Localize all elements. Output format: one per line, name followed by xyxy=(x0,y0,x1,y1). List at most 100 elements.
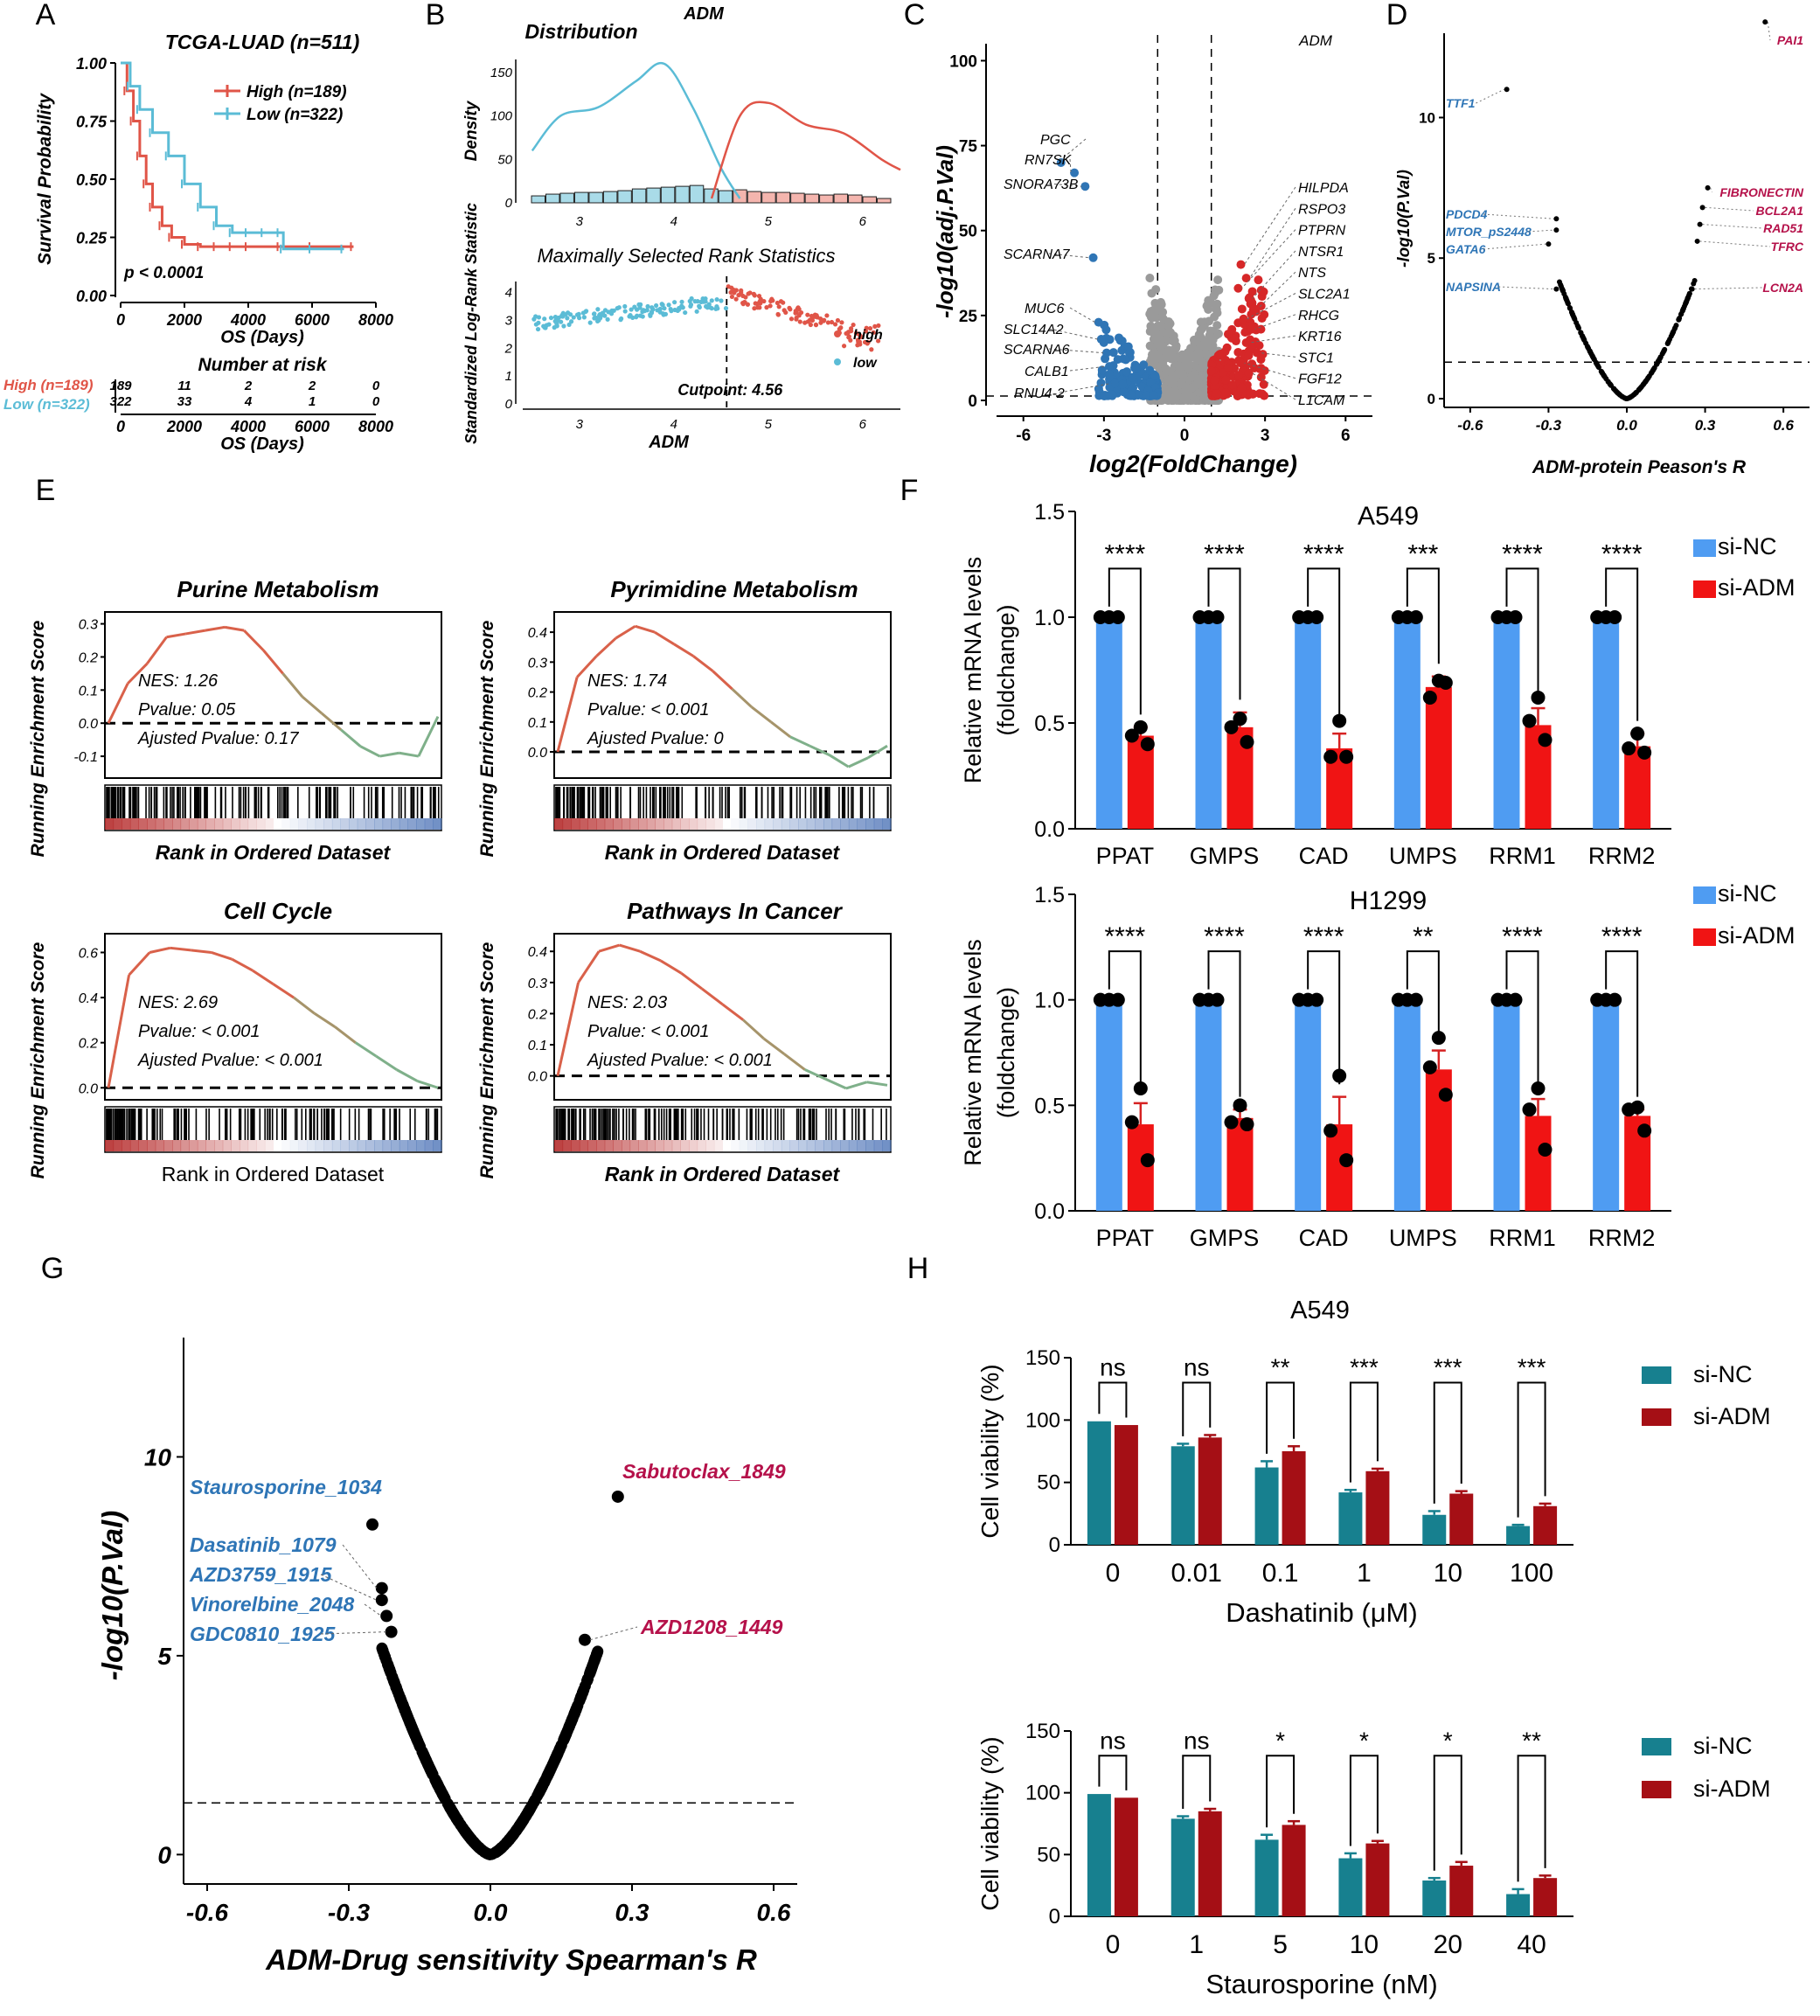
g-xtick-label: -0.3 xyxy=(328,1899,371,1926)
f-point-siadm xyxy=(1538,1143,1553,1157)
e-rank-gradient xyxy=(382,818,392,830)
h-xlabel: Staurosporine (nM) xyxy=(1205,1969,1437,1999)
b-stat-point xyxy=(703,303,709,309)
d-point xyxy=(1591,357,1597,363)
e-enrichment-curve xyxy=(845,1081,867,1090)
c-gene-point xyxy=(1244,368,1254,378)
b-density-low xyxy=(531,61,741,199)
e-rank-gradient xyxy=(857,818,866,830)
b-stat-point xyxy=(645,303,650,309)
g-point xyxy=(565,1717,577,1729)
b-stat-point xyxy=(797,319,802,324)
g-xtick-label: 0.3 xyxy=(615,1899,650,1926)
e-enrichment-curve xyxy=(673,643,695,657)
c-gene-point xyxy=(1080,182,1090,191)
e-rank-gradient xyxy=(731,1140,740,1151)
c-point-down xyxy=(1101,325,1111,335)
f-point-sinc xyxy=(1309,610,1324,624)
c-point-down xyxy=(1150,372,1160,381)
e-rank-gradient xyxy=(596,1140,606,1151)
f-bar-sinc xyxy=(1195,617,1222,829)
b-stat-point xyxy=(776,304,781,309)
h-xtick-label: 0 xyxy=(1106,1559,1121,1588)
f-sig-label: **** xyxy=(1601,922,1643,951)
h-sig-label: * xyxy=(1359,1727,1369,1754)
h-xtick-label: 20 xyxy=(1434,1930,1462,1959)
e-rank-gradient xyxy=(214,818,224,830)
c-gene-leader xyxy=(1069,307,1095,323)
f-point-siadm xyxy=(1240,1117,1254,1132)
f-ylabel-unit: (foldchange) xyxy=(993,987,1019,1118)
e-rank-gradient xyxy=(205,818,215,830)
h-bar-sinc xyxy=(1338,1858,1363,1916)
b-stat-point xyxy=(871,330,876,335)
g-leader xyxy=(342,1544,378,1588)
e-rank-gradient xyxy=(365,818,375,830)
e-enrichment-curve xyxy=(107,683,129,724)
f-point-siadm xyxy=(1124,1115,1139,1130)
f-xtick-label: CAD xyxy=(1299,843,1349,869)
b-bottom-ytick: 4 xyxy=(505,286,512,301)
e-rank-gradient xyxy=(646,818,656,830)
b-stat-point xyxy=(600,310,606,316)
e-rank-gradient xyxy=(781,1140,790,1151)
km-ytick-label: 0.75 xyxy=(76,114,108,131)
c-point-up xyxy=(1247,287,1257,296)
b-stat-point xyxy=(814,313,819,318)
g-label-left: GDC0810_1925 xyxy=(190,1623,336,1645)
e-hits-frame xyxy=(553,1106,892,1153)
h-bar-sinc xyxy=(1087,1794,1111,1916)
b-stat-point xyxy=(536,315,542,320)
e-enrichment-curve xyxy=(731,688,753,708)
g-label-right: Sabutoclax_1849 xyxy=(622,1460,786,1483)
f-point-siadm xyxy=(1339,1153,1354,1168)
c-ytick-label: 75 xyxy=(959,138,978,156)
b-stat-point xyxy=(808,322,813,328)
g-label-point xyxy=(579,1633,591,1646)
f-sig-bracket xyxy=(1406,567,1440,664)
b-stat-point xyxy=(768,303,773,309)
h-sig-bracket xyxy=(1266,1755,1296,1828)
e-enrichment-curve xyxy=(243,629,265,651)
c-gene-leader xyxy=(1048,253,1090,259)
h-sig-bracket xyxy=(1517,1381,1546,1518)
km-curve-high xyxy=(121,61,354,248)
e-enrichment-curve xyxy=(334,1025,357,1044)
b-stat-point xyxy=(688,302,694,308)
b-stat-point xyxy=(824,313,830,318)
d-leader xyxy=(1710,187,1712,193)
g-xlabel: ADM-Drug sensitivity Spearman's R xyxy=(265,1943,757,1976)
h-sig-bracket xyxy=(1517,1755,1546,1882)
e-stat: Ajusted Pvalue: 0 xyxy=(587,729,724,748)
g-point xyxy=(555,1739,567,1751)
e-rank-gradient xyxy=(113,1140,122,1151)
e-enrichment-curve xyxy=(848,756,869,768)
g-point xyxy=(409,1729,421,1741)
f-point-siadm xyxy=(1538,733,1553,747)
d-point xyxy=(1662,346,1668,352)
g-label-left: Staurosporine_1034 xyxy=(190,1476,382,1498)
b-stat-point xyxy=(739,288,744,293)
e-stat: NES: 2.03 xyxy=(587,993,667,1012)
f-point-siadm xyxy=(1140,1153,1155,1168)
e-rank-gradient xyxy=(374,818,384,830)
e-rank-gradient xyxy=(315,818,324,830)
e-rank-gradient xyxy=(189,1140,198,1151)
c-point-up xyxy=(1237,383,1247,393)
f-sig-bracket xyxy=(1605,950,1639,1097)
g-label-point xyxy=(385,1625,398,1638)
b-stat-point xyxy=(605,316,610,322)
b-top-xtick: 3 xyxy=(576,214,584,229)
b-stat-point xyxy=(687,298,692,304)
e-enrichment-curve xyxy=(293,996,316,1015)
b-legend-label: low xyxy=(853,356,878,371)
panel-f-mrna-bars: A549 0.0 0.5 1.0 1.5 Relative mRNA levels (fol… xyxy=(960,500,1796,1251)
d-point xyxy=(1646,373,1652,379)
km-ytick-label: 0.50 xyxy=(76,171,107,189)
c-gene-label: KRT16 xyxy=(1298,330,1342,344)
e-rank-gradient xyxy=(323,1140,333,1151)
e-rank-gradient xyxy=(629,1140,639,1151)
e-enrichment-curve xyxy=(867,744,888,760)
e-xlabel: Rank in Ordered Dataset xyxy=(605,1163,841,1185)
